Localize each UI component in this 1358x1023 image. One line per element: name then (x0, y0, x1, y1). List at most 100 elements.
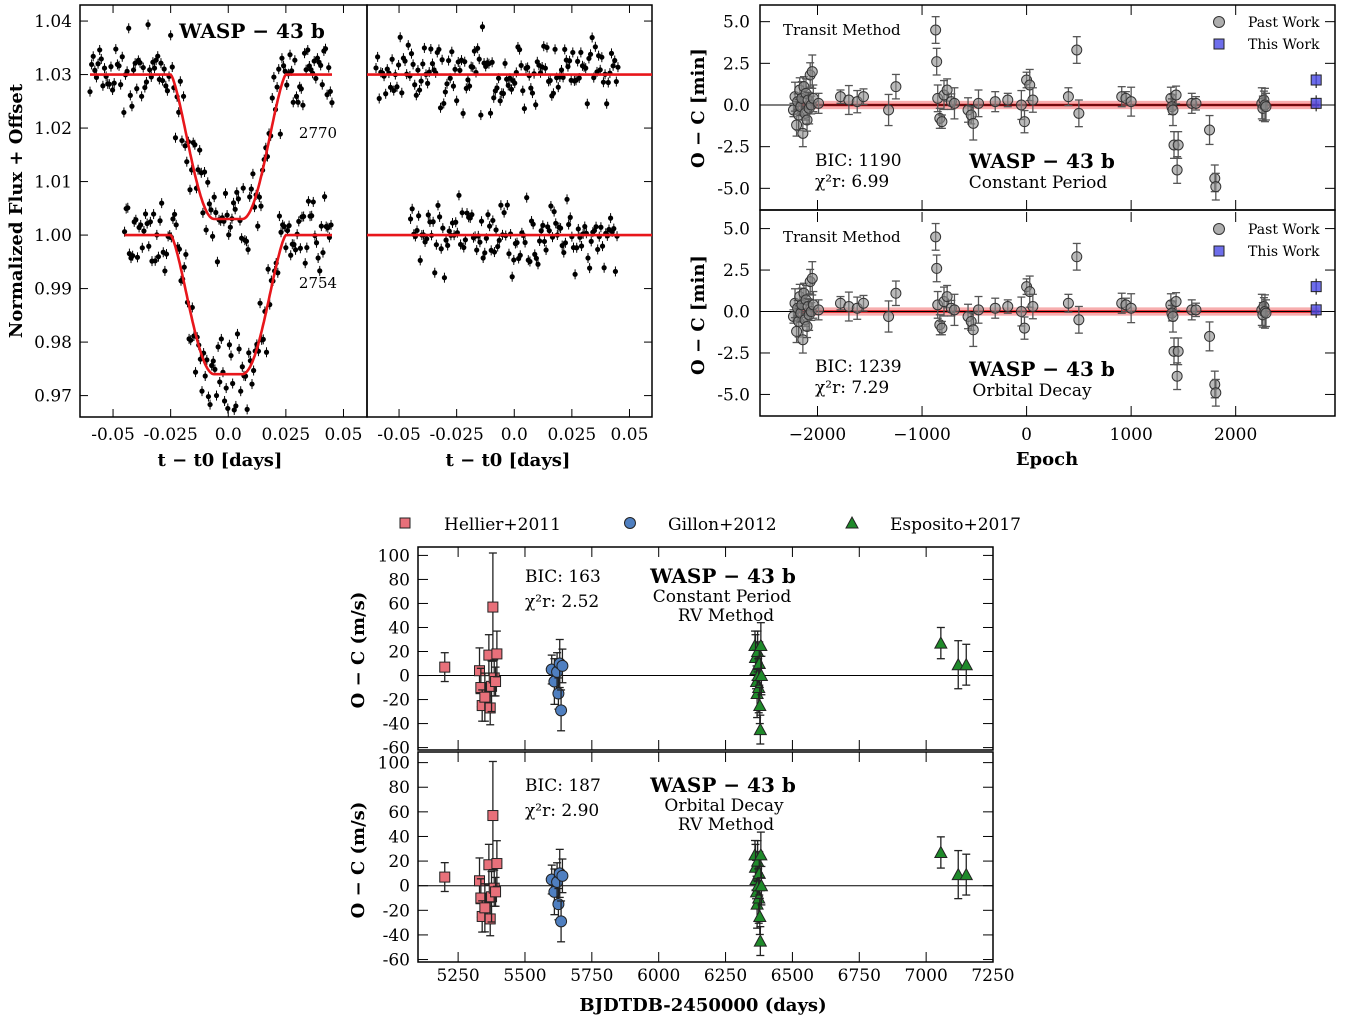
lc-model-line (124, 233, 332, 376)
rv-hellier-point (490, 886, 502, 898)
oc-past-point (1170, 296, 1182, 308)
lc-point (225, 405, 231, 412)
rv-chi-top: χ²r: 2.52 (525, 592, 599, 612)
rv-ytick-label: -40 (383, 926, 410, 946)
lc-point (275, 270, 281, 276)
lc-point (95, 61, 101, 67)
lc-resid-point (428, 46, 434, 52)
lc-resid-point (416, 213, 422, 219)
lc-resid-point (459, 210, 465, 216)
lc-point (130, 67, 137, 73)
lc-resid-point (476, 56, 482, 62)
oc-xtick-label: 0 (1021, 425, 1032, 445)
rv-ytick-label: 60 (388, 594, 410, 614)
lc-point (313, 240, 320, 246)
rv-esposito-point (752, 909, 767, 922)
rv-esposito-point (959, 657, 974, 671)
lc-resid-point (512, 80, 518, 86)
lc-resid-point (578, 243, 585, 249)
rv-model-top: Constant Period (653, 587, 792, 607)
lc-point (90, 53, 96, 59)
rv-hellier-point (479, 691, 491, 703)
lc-resid-point (394, 84, 400, 90)
lc-resid-point (445, 242, 451, 249)
oc-ytick-label: 2.5 (723, 261, 750, 281)
lc-resid-point (397, 34, 403, 40)
lc-resid-point (540, 222, 546, 228)
oc-past-point (858, 91, 869, 103)
rv-planet-top: WASP − 43 b (649, 564, 796, 588)
rv-gillon-point (556, 869, 569, 882)
lc-resid-point (425, 80, 431, 86)
oc-ytick-label: -2.5 (717, 344, 750, 364)
lc-resid-point (508, 86, 515, 92)
lc-point (211, 194, 217, 200)
lc-point (159, 200, 165, 206)
lc-point (238, 388, 244, 394)
rv-hellier-point (487, 810, 499, 822)
lc-resid-point (439, 57, 445, 63)
legend-gillon-label: Gillon+2012 (668, 515, 777, 535)
lc-resid-point (383, 91, 389, 97)
lc-point (192, 142, 198, 148)
lc-resid-point (564, 196, 570, 202)
lc-point (125, 205, 131, 211)
lc-point (141, 228, 147, 234)
lc-epoch-label-2770: 2770 (299, 124, 337, 142)
lc-resid-point (420, 61, 426, 67)
oc-past-point (1125, 96, 1137, 108)
oc-past-point (883, 310, 895, 322)
oc-past-point (806, 272, 818, 284)
lc-point (155, 254, 162, 260)
oc-ytick-label: -2.5 (717, 138, 750, 158)
lc-xtick-label-left: 0.05 (325, 425, 363, 445)
oc-past-point (936, 322, 948, 334)
lc-point (315, 255, 321, 261)
legend-past-marker (1213, 16, 1225, 28)
rv-ytick-label: 100 (378, 754, 410, 774)
lc-resid-point (509, 274, 515, 280)
lc-point (227, 224, 233, 230)
lc-resid-point (562, 46, 568, 53)
lc-point (130, 253, 136, 259)
rv-hellier-point (439, 661, 451, 673)
lc-point (327, 88, 333, 95)
lc-point (301, 50, 308, 56)
lc-point (236, 346, 242, 352)
lc-resid-point (537, 238, 543, 244)
lc-xtick-label-left: 0.025 (262, 425, 311, 445)
lc-resid-point (442, 89, 448, 95)
lc-point (230, 380, 236, 387)
lc-point (250, 171, 256, 177)
lc-point (119, 54, 125, 60)
oc-transit-bic-bottom: BIC: 1239 (815, 357, 902, 377)
lc-point (297, 245, 303, 251)
lc-point (171, 211, 178, 217)
lc-resid-point (424, 236, 430, 242)
lc-resid-point (587, 51, 594, 57)
lc-resid-point (518, 62, 524, 69)
oc-past-point (883, 104, 895, 116)
lc-point (289, 68, 295, 74)
lc-resid-point (506, 251, 512, 257)
lc-point (287, 52, 293, 58)
lc-point (108, 64, 114, 70)
lc-resid-point (548, 203, 554, 209)
lc-resid-point (592, 44, 598, 50)
lc-resid-point (501, 210, 507, 216)
lc-resid-point (462, 237, 469, 243)
rv-xtick-label: 6250 (704, 966, 747, 986)
lc-xlabel-left: t − t0 [days] (158, 450, 283, 471)
lc-point (138, 222, 144, 228)
lc-resid-point (497, 98, 503, 104)
lc-resid-point (447, 75, 453, 81)
lc-point (320, 249, 326, 256)
lc-resid-point (593, 224, 599, 230)
lc-resid-point (417, 257, 423, 263)
lc-point (222, 190, 229, 196)
lc-ytick-label: 0.97 (34, 387, 72, 407)
lc-point (223, 385, 229, 391)
rv-hellier-point (479, 902, 491, 914)
lc-point (226, 342, 233, 348)
